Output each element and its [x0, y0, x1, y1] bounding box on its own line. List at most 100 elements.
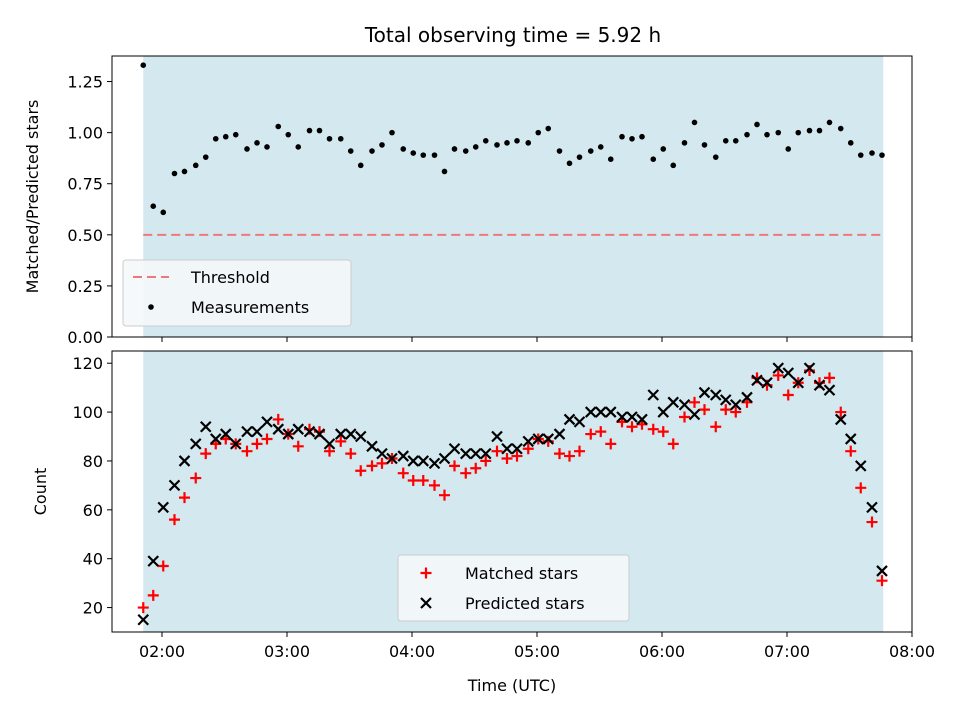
x-tick-label: 08:00	[889, 642, 935, 661]
predicted-star-point	[594, 406, 607, 418]
measurement-point	[576, 154, 583, 160]
legend-box	[122, 259, 352, 327]
predicted-star-point	[323, 438, 336, 450]
bottom-legend: Matched stars Predicted stars	[397, 554, 630, 622]
predicted-star-point	[709, 389, 722, 401]
matched-star-point	[626, 421, 638, 433]
measurement-point	[744, 131, 750, 138]
measurement-point	[764, 131, 770, 138]
predicted-star-point	[866, 501, 878, 514]
top-legend: Threshold Measurements	[122, 259, 352, 327]
predicted-star-point	[147, 555, 160, 567]
matched-star-point	[251, 438, 263, 450]
matched-star-point	[480, 455, 492, 467]
measurement-point	[451, 146, 458, 152]
matched-star-point	[460, 467, 472, 479]
predicted-star-point	[448, 442, 461, 455]
measurement-point	[275, 123, 282, 130]
matched-star-point	[200, 448, 212, 460]
predicted-star-point	[792, 376, 805, 389]
measurement-point	[691, 119, 698, 126]
matched-star-point	[511, 450, 523, 462]
matched-star-point	[657, 426, 669, 438]
y-tick-label: 40	[83, 550, 103, 569]
predicted-star-point	[219, 428, 232, 440]
measurement-point	[420, 152, 427, 158]
matched-star-point	[169, 514, 180, 526]
legend-threshold-label: Threshold	[190, 268, 270, 287]
predicted-star-point	[261, 416, 273, 428]
matched-star-point	[157, 560, 169, 572]
predicted-star-point	[719, 394, 732, 406]
predicted-star-point	[751, 374, 763, 387]
predicted-star-point	[459, 447, 472, 460]
measurement-point	[722, 138, 729, 144]
measurement-point	[816, 127, 823, 134]
measurement-point	[597, 144, 604, 150]
matched-star-point	[241, 445, 253, 457]
measurement-point	[337, 135, 344, 142]
matched-star-point	[782, 389, 794, 401]
legend-matched-label: Matched stars	[465, 564, 578, 583]
measurement-point	[212, 135, 219, 142]
matched-star-point	[179, 492, 190, 504]
matched-star-point	[355, 465, 367, 477]
predicted-star-point	[772, 362, 785, 374]
predicted-star-point	[511, 442, 523, 455]
measurement-point	[160, 209, 167, 216]
bottom-y-axis-label: Count	[31, 468, 50, 516]
predicted-star-point	[292, 423, 305, 435]
predicted-star-point	[313, 428, 326, 440]
measurement-point	[660, 146, 667, 152]
measurement-point	[879, 152, 885, 158]
measurement-point	[556, 148, 563, 154]
measurement-point	[150, 203, 157, 210]
matched-star-point	[439, 489, 450, 501]
predicted-star-point	[761, 376, 773, 389]
matched-star-point	[710, 421, 722, 433]
predicted-star-point	[397, 450, 410, 462]
predicted-star-point	[522, 435, 535, 448]
predicted-star-point	[251, 425, 263, 438]
predicted-star-point	[417, 455, 430, 467]
y-tick-label: 60	[83, 501, 103, 520]
matched-star-point	[689, 396, 700, 408]
predicted-star-point	[647, 389, 660, 401]
matched-star-point	[522, 443, 534, 455]
measurement-point	[514, 138, 520, 144]
measurement-point	[140, 62, 147, 68]
predicted-star-point	[199, 420, 212, 433]
legend-measurement-label: Measurements	[191, 298, 309, 317]
matched-star-point	[366, 460, 378, 472]
legend-box	[397, 554, 630, 622]
measurement-point	[629, 135, 635, 142]
predicted-star-point	[354, 430, 367, 443]
predicted-star-point	[209, 433, 222, 445]
top-y-axis-label: Matched/Predicted stars	[23, 100, 42, 294]
matched-star-point	[261, 433, 273, 445]
measurement-point	[754, 121, 760, 128]
measurement-point	[264, 144, 270, 150]
predicted-star-point	[553, 428, 566, 440]
measurement-point	[295, 144, 302, 150]
predicted-star-point	[854, 460, 867, 472]
measurement-point	[244, 146, 250, 152]
measurement-point	[670, 162, 677, 169]
matched-star-point	[554, 448, 565, 460]
y-tick-label: 100	[72, 403, 103, 422]
measurement-point	[494, 142, 500, 148]
matched-star-point	[376, 457, 388, 469]
x-tick-label: 05:00	[514, 642, 560, 661]
predicted-star-point	[876, 565, 888, 577]
bottom-axes-frame	[111, 350, 913, 633]
top-panel-ratio: 0.00 0.25 0.50 0.75 1.00 1.25 Matched/Predicte…	[23, 55, 913, 347]
measurement-point	[857, 152, 864, 158]
matched-star-point	[772, 369, 784, 381]
measurement-point	[400, 146, 407, 152]
matched-star-point	[501, 453, 513, 465]
measurement-point	[410, 150, 417, 156]
predicted-star-point	[741, 391, 753, 404]
measurement-point	[232, 131, 239, 138]
predicted-star-point	[678, 398, 691, 411]
